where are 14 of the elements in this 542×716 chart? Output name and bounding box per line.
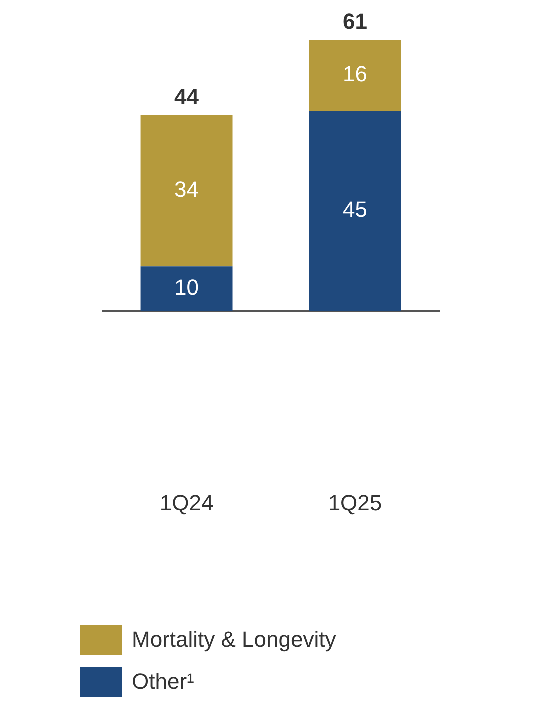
bar — [140, 266, 233, 311]
total-label: 44 — [174, 84, 200, 110]
data-label: 34 — [174, 177, 200, 202]
data-label: 45 — [342, 197, 368, 222]
x-tick-label: 1Q24 — [160, 490, 214, 516]
bar — [309, 111, 402, 311]
bar — [309, 40, 402, 112]
data-label: 16 — [342, 62, 368, 87]
legend-label: Other¹ — [132, 669, 194, 695]
data-label: 10 — [174, 274, 200, 300]
total-label: 61 — [342, 9, 368, 34]
x-tick-label: 1Q25 — [328, 490, 382, 516]
legend-label: Mortality & Longevity — [132, 627, 336, 653]
bar — [140, 116, 233, 267]
